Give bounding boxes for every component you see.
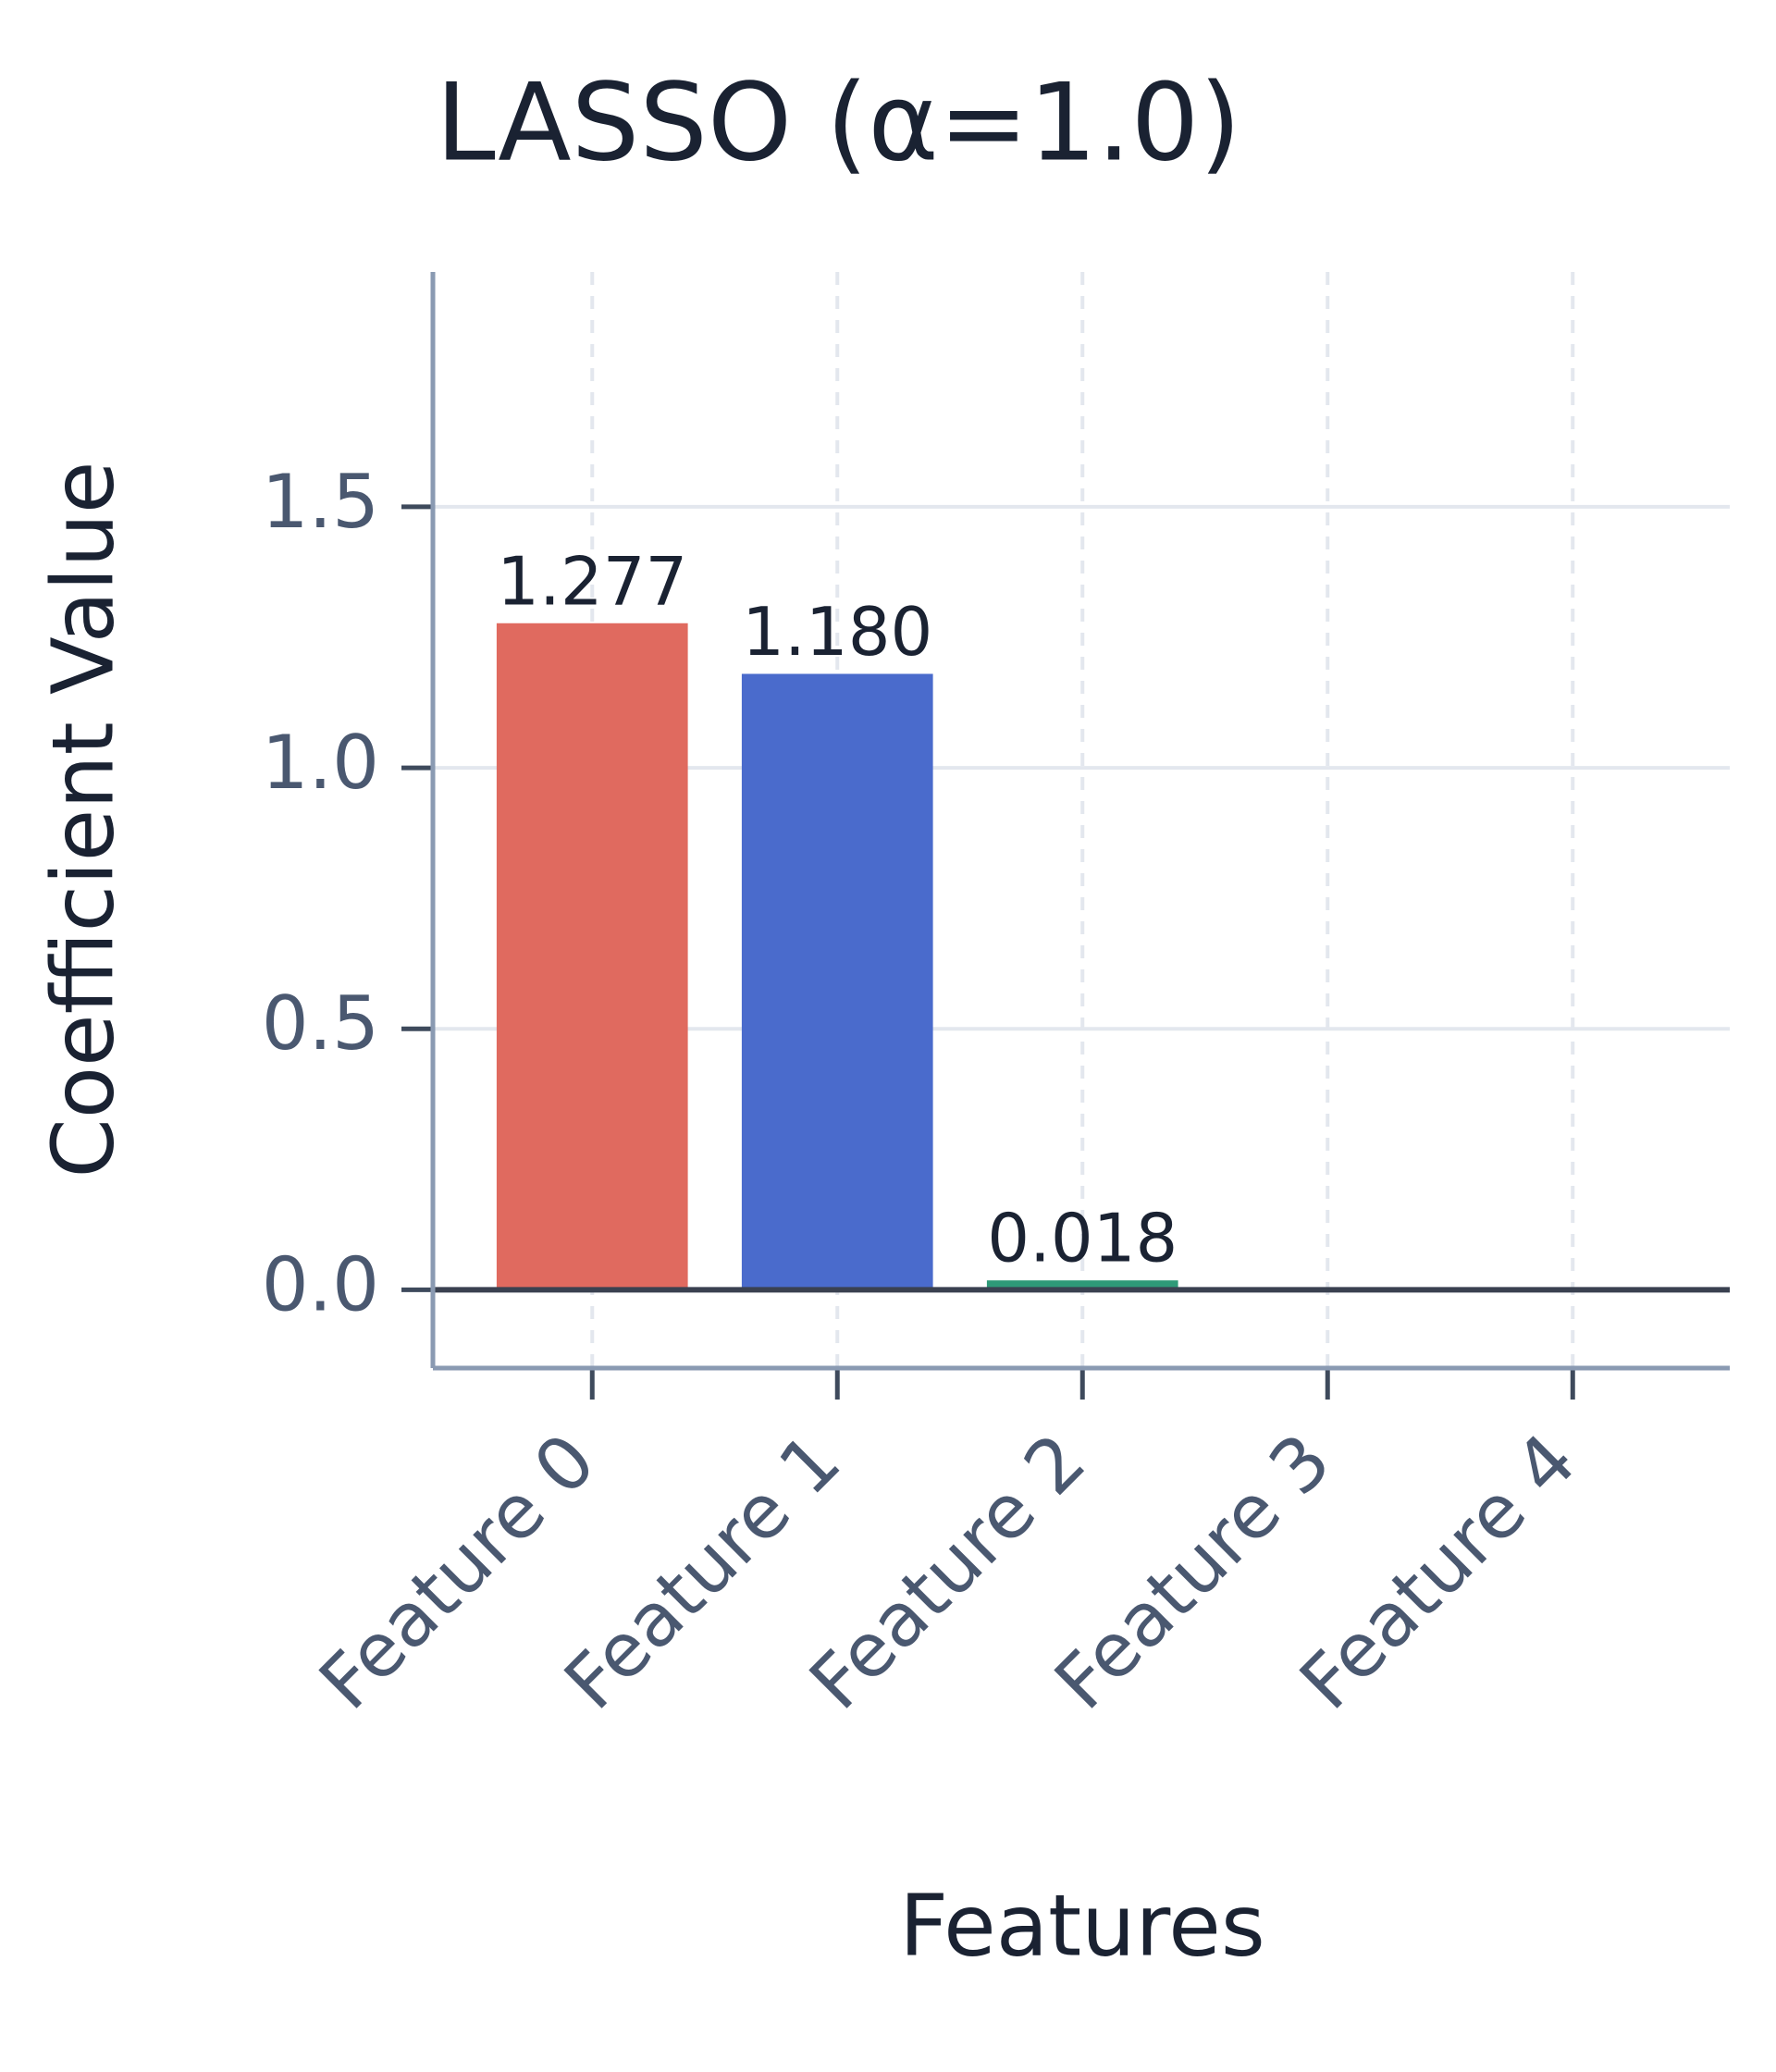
- data-label: 0.018: [987, 1200, 1178, 1277]
- y-tick-label: 0.5: [262, 980, 379, 1067]
- bar: [741, 673, 933, 1290]
- data-label: 1.277: [497, 542, 687, 620]
- chart-title: LASSO (α=1.0): [436, 61, 1241, 186]
- y-tick-label: 1.0: [262, 720, 379, 806]
- bar: [986, 1280, 1178, 1290]
- bar: [496, 623, 688, 1290]
- y-tick-label: 1.5: [262, 459, 379, 545]
- y-tick-label: 0.0: [262, 1241, 379, 1327]
- y-axis-label: Coefficient Value: [33, 461, 132, 1178]
- x-axis-label: Features: [899, 1876, 1265, 1975]
- data-label: 1.180: [742, 593, 932, 671]
